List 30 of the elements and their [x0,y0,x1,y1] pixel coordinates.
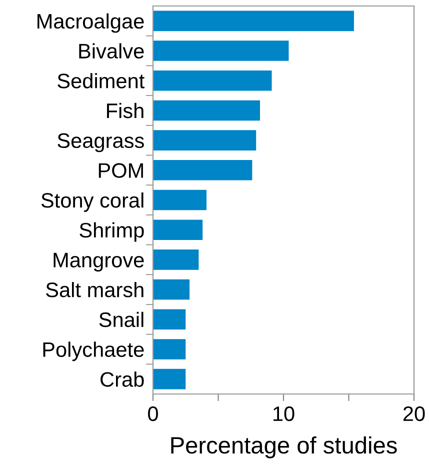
y-tick-label: Macroalgae [38,13,144,33]
bar [153,220,203,240]
y-tick-label: POM [98,163,143,178]
bar [153,190,207,210]
y-tick-label: Stony coral [41,192,144,212]
x-tick-label: 10 [274,406,294,422]
y-tick-label: Salt marsh [46,282,144,298]
y-tick-label: Shrimp [80,222,144,242]
y-tick-label: Seagrass [58,133,144,152]
y-tick-label: Sediment [58,73,145,88]
bar [153,368,186,390]
bar [153,250,199,270]
bar [153,10,354,32]
y-tick-label: Bivalve [79,43,144,59]
bar [153,339,186,360]
bar [153,160,252,180]
y-tick-label: Snail [99,312,144,328]
y-tick-label: Mangrove [54,252,144,272]
y-tick-label: Crab [100,372,144,387]
bar [153,279,190,300]
y-tick-label: Polychaete [43,342,144,362]
x-tick-label: 0 [148,406,158,422]
bar [153,309,186,330]
bar [153,130,256,150]
x-axis-title: Percentage of studies [171,436,397,458]
bar [153,40,289,61]
bar [153,100,260,121]
y-tick-label: Fish [107,102,144,118]
x-tick-label: 20 [403,406,425,422]
bar [153,70,272,91]
